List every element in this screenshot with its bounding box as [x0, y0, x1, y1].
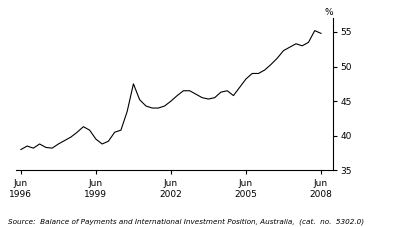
Text: %: % — [325, 8, 333, 17]
Text: Source:  Balance of Payments and International Investment Position, Australia,  : Source: Balance of Payments and Internat… — [8, 218, 364, 225]
